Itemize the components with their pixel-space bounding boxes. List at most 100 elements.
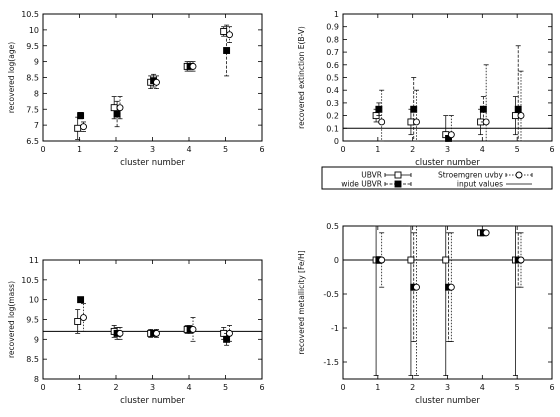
error-bar — [190, 61, 196, 72]
legend-label: Stroemgren uvby — [438, 171, 504, 180]
y-tick-label: 0.5 — [326, 222, 339, 231]
error-bar — [408, 225, 414, 377]
legend-marker — [515, 171, 523, 179]
x-tick-label: 4 — [480, 383, 485, 392]
error-bar — [114, 100, 120, 128]
error-bar — [515, 45, 521, 142]
y-tick-label: 9 — [34, 335, 39, 344]
y-tick-label: 8 — [34, 89, 39, 98]
chart-panel-4: 0 1 2 3 4 5 6 -1.5 -1 -0.5 0 0.5 cluster number recov… — [297, 222, 555, 406]
data-point-stroemgren — [413, 283, 420, 291]
error-bar — [379, 89, 385, 142]
y-tick-label: 9.5 — [26, 42, 39, 51]
x-tick-label: 5 — [223, 145, 228, 154]
y-tick-label: 11 — [29, 256, 39, 265]
legend: UBVR Stroemgren uvby wide UBVR input values — [321, 166, 553, 190]
data-point-ubvr — [74, 318, 82, 325]
x-tick-label: 1 — [375, 383, 380, 392]
data-point-wide-ubvr — [514, 105, 522, 113]
data-point-wide-ubvr — [375, 105, 383, 113]
legend-marker — [394, 171, 402, 179]
legend-marker — [394, 180, 402, 188]
x-tick-label: 6 — [259, 145, 264, 154]
data-point-wide-ubvr — [223, 47, 231, 54]
y-tick-label: 7 — [34, 121, 39, 130]
data-point-stroemgren — [517, 112, 525, 120]
data-point-ubvr — [511, 112, 519, 120]
x-axis-label: cluster number — [415, 158, 480, 168]
y-axis-label: recovered metallicity [Fe/H] — [297, 250, 306, 354]
data-point-wide-ubvr — [77, 112, 85, 120]
x-tick-label: 3 — [445, 145, 450, 154]
y-tick-label: 8.5 — [26, 355, 39, 364]
legend-entry: input values — [457, 180, 532, 189]
y-tick-label: 9 — [34, 58, 39, 67]
error-bar — [483, 64, 489, 142]
y-tick-label: 10 — [29, 26, 39, 35]
x-tick-label: 3 — [445, 383, 450, 392]
y-tick-label: 10.5 — [21, 276, 39, 285]
x-tick-label: 6 — [549, 145, 554, 154]
y-tick-label: 1 — [334, 10, 339, 19]
y-tick-label: 10 — [29, 296, 39, 305]
data-point-stroemgren — [482, 118, 490, 126]
data-point-stroemgren — [226, 31, 233, 39]
y-axis-label: recovered extinction E(B-V) — [297, 26, 306, 129]
data-point-wide-ubvr — [223, 335, 231, 343]
y-tick-label: 0.1 — [326, 124, 339, 133]
x-tick-label: 2 — [410, 145, 415, 154]
data-point-wide-ubvr — [77, 296, 85, 304]
x-axis-label: cluster number — [120, 396, 185, 406]
error-bar — [512, 225, 518, 377]
y-axis-label: recovered log(age) — [7, 42, 16, 113]
error-bar — [443, 225, 449, 377]
data-point-wide-ubvr — [113, 110, 121, 118]
data-point-stroemgren — [80, 123, 87, 131]
y-tick-label: 0.6 — [326, 61, 339, 70]
y-tick-label: -1.5 — [323, 358, 339, 367]
x-tick-label: 2 — [113, 383, 118, 392]
x-tick-label: 3 — [150, 145, 155, 154]
data-point-stroemgren — [517, 256, 525, 264]
x-tick-label: 4 — [186, 383, 191, 392]
chart-panel-1: 0 1 2 3 4 5 6 6.5 7 7.5 8 8.5 9 9.5 10 10.5 cluster numb… — [7, 10, 265, 168]
error-bar — [373, 225, 379, 377]
y-tick-label: 0.5 — [326, 74, 339, 83]
data-point-stroemgren — [80, 314, 87, 321]
legend-entry: wide UBVR — [341, 180, 412, 189]
data-point-ubvr — [220, 28, 228, 35]
chart-panel-3: 0 1 2 3 4 5 6 8 8.5 9 9.5 10 10.5 11 cluster number rec… — [7, 256, 265, 406]
y-tick-label: 9.5 — [26, 316, 39, 325]
data-point-wide-ubvr — [479, 105, 487, 113]
x-tick-label: 0 — [40, 145, 45, 154]
y-tick-label: -1 — [331, 324, 339, 333]
legend-label: wide UBVR — [341, 180, 382, 189]
data-point-stroemgren — [226, 329, 233, 337]
y-tick-label: 8.5 — [26, 74, 39, 83]
y-tick-label: -0.5 — [323, 290, 339, 299]
data-point-ubvr — [407, 118, 415, 126]
error-bar — [117, 96, 123, 120]
data-point-stroemgren — [378, 256, 386, 264]
error-bar — [518, 70, 524, 142]
error-bar — [81, 121, 87, 132]
x-tick-label: 0 — [340, 145, 345, 154]
data-point-ubvr — [407, 256, 415, 264]
error-bar — [413, 225, 419, 377]
y-tick-label: 0.7 — [326, 48, 339, 57]
y-tick-label: 0.3 — [326, 99, 339, 108]
x-tick-label: 5 — [515, 145, 520, 154]
y-tick-label: 0.4 — [326, 86, 339, 95]
y-tick-label: 0.9 — [326, 23, 339, 32]
data-point-stroemgren — [153, 329, 160, 337]
data-point-stroemgren — [189, 325, 197, 333]
x-tick-label: 0 — [40, 383, 45, 392]
error-bar — [190, 317, 196, 342]
x-tick-label: 5 — [515, 383, 520, 392]
x-tick-label: 3 — [150, 383, 155, 392]
y-tick-label: 0.8 — [326, 35, 339, 44]
y-tick-label: 7.5 — [26, 105, 39, 114]
data-point-ubvr — [110, 104, 118, 112]
error-bar — [413, 89, 419, 142]
x-tick-label: 1 — [375, 145, 380, 154]
